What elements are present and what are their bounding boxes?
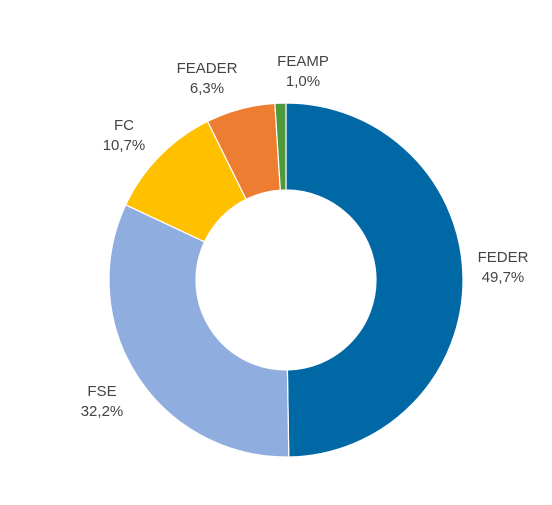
- label-fc-name: FC: [114, 117, 134, 134]
- label-feader-value: 6,3%: [190, 80, 224, 97]
- label-feder-name: FEDER: [478, 249, 529, 266]
- label-feader-name: FEADER: [177, 60, 238, 77]
- label-feamp-value: 1,0%: [286, 73, 320, 90]
- slices-group: [108, 102, 464, 458]
- slice-fse: [108, 204, 290, 458]
- slice-feder: [285, 102, 464, 458]
- slice-feamp: [274, 102, 287, 191]
- label-fse-value: 32,2%: [81, 403, 124, 420]
- label-feamp-name: FEAMP: [277, 53, 329, 70]
- label-fse-name: FSE: [87, 383, 116, 400]
- label-feder-value: 49,7%: [482, 269, 525, 286]
- label-fc-value: 10,7%: [103, 137, 146, 154]
- labels-group: FEDER 49,7% FSE 32,2% FC 10,7% FEADER 6,3% FEAMP…: [81, 53, 529, 420]
